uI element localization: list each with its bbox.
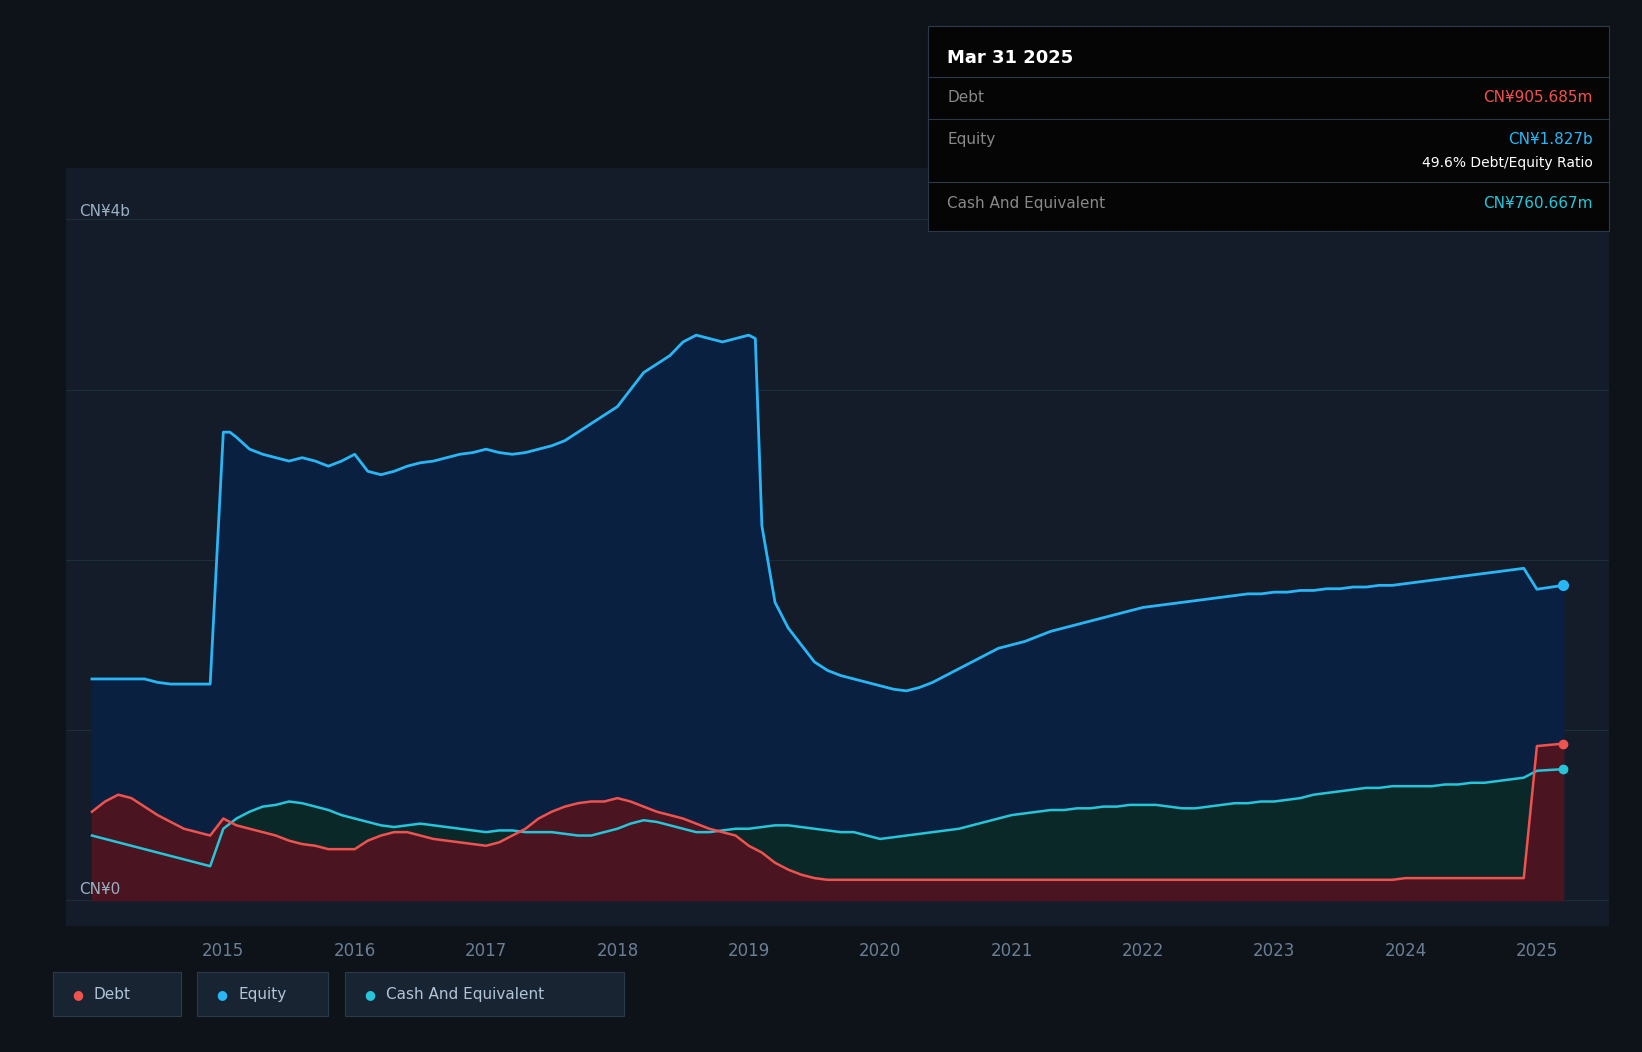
- Text: CN¥1.827b: CN¥1.827b: [1507, 133, 1593, 147]
- Text: ●: ●: [217, 988, 228, 1000]
- Text: Equity: Equity: [238, 987, 286, 1002]
- Text: Debt: Debt: [94, 987, 131, 1002]
- Text: CN¥760.667m: CN¥760.667m: [1483, 196, 1593, 210]
- Text: Cash And Equivalent: Cash And Equivalent: [947, 196, 1105, 210]
- Text: ●: ●: [72, 988, 84, 1000]
- Text: CN¥0: CN¥0: [79, 882, 120, 896]
- Text: Cash And Equivalent: Cash And Equivalent: [386, 987, 544, 1002]
- Text: Equity: Equity: [947, 133, 995, 147]
- Text: CN¥4b: CN¥4b: [79, 204, 130, 220]
- Text: 49.6% Debt/Equity Ratio: 49.6% Debt/Equity Ratio: [1422, 156, 1593, 170]
- Text: ●: ●: [365, 988, 376, 1000]
- Text: Mar 31 2025: Mar 31 2025: [947, 48, 1074, 67]
- Text: CN¥905.685m: CN¥905.685m: [1483, 90, 1593, 105]
- Text: Debt: Debt: [947, 90, 985, 105]
